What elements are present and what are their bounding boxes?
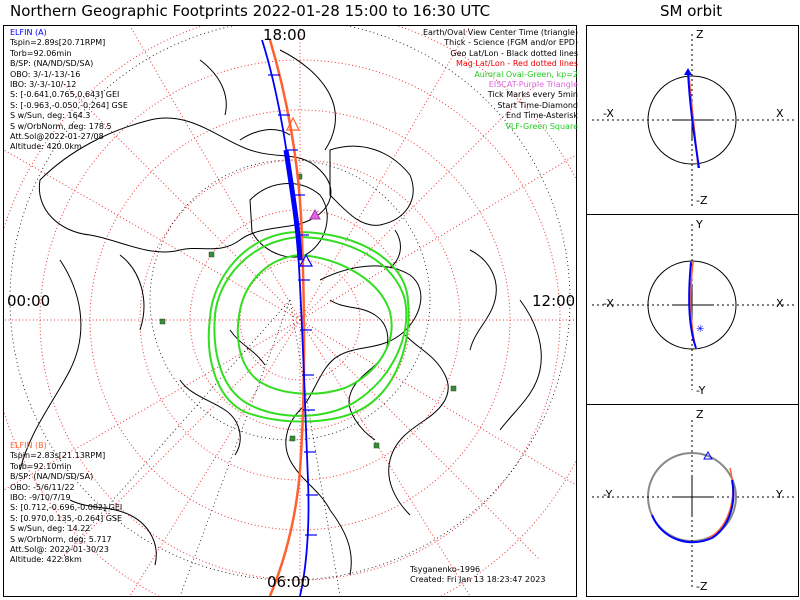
- legend: Earth/Oval View Center Time (triangle) T…: [360, 28, 578, 132]
- created-timestamp: Created: Fri Jan 13 18:23:47 2023: [410, 575, 546, 585]
- sm-yz-left-label: -Y: [603, 488, 613, 501]
- auroral-oval: [207, 230, 410, 423]
- sm-xz-top-label: Z: [696, 28, 704, 41]
- legend-item: End Time-Asterisk: [505, 111, 578, 121]
- sm-panel-xy: ✳: [592, 224, 795, 390]
- elfin-a-line: S: [-0.963,-0.050,-0.264] GSE: [10, 100, 128, 110]
- time-label-top: 18:00: [263, 26, 307, 44]
- map-frame: [3, 25, 577, 597]
- legend-item: Earth/Oval View Center Time (triangle): [422, 28, 578, 37]
- elfin-b-name: ELFIN (B): [10, 441, 47, 450]
- elfin-a-line: IBO: 3/-3/-10/-12: [10, 80, 77, 90]
- elfin-a-info: ELFIN (A) Tspin=2.89s[20.71RPM] Torb=92.…: [10, 28, 128, 153]
- elfin-a-line: S: [-0.641,0.765,0.643] GEI: [10, 90, 120, 100]
- time-label-right: 12:00: [532, 292, 576, 310]
- elfin-b-line: Tspin=2.83s[21.13RPM]: [10, 451, 106, 461]
- elfin-b-line: B/SP: (NA/ND/SD/SA): [10, 472, 94, 482]
- time-label-bottom: 06:00: [267, 573, 311, 591]
- elfin-a-line: Torb=92.06min: [10, 48, 72, 58]
- sm-xy-left-label: -X: [603, 297, 614, 310]
- legend-item: Mag Lat/Lon - Red dotted lines: [455, 59, 578, 69]
- elfin-b-line: Altitude: 422.8km: [10, 555, 82, 565]
- sm-panel-xz: [592, 34, 795, 206]
- footer: Tsyganenko-1996 Created: Fri Jan 13 18:2…: [410, 565, 545, 586]
- legend-item: VLF-Green Square: [505, 121, 578, 131]
- model-name: Tsyganenko-1996: [410, 565, 481, 574]
- legend-item: Geo Lat/Lon - Black dotted lines: [450, 48, 578, 58]
- elfin-b-line: IBO: -9/10/7/19: [10, 493, 71, 503]
- elfin-a-line: B/SP: (NA/ND/SD/SA): [10, 59, 94, 69]
- elfin-a-name: ELFIN (A): [10, 28, 47, 37]
- sm-panel-yz: [592, 420, 795, 590]
- sm-yz-bottom-label: -Z: [696, 580, 708, 593]
- elfin-a-line: Tspin=2.89s[20.71RPM]: [10, 38, 106, 48]
- legend-item: Tick Marks every 5min: [487, 90, 578, 100]
- time-label-left: 00:00: [7, 292, 51, 310]
- sm-xz-right-label: X: [776, 107, 784, 120]
- mag-lon-lines: [4, 26, 576, 596]
- map-title: Northern Geographic Footprints 2022-01-2…: [10, 2, 491, 20]
- legend-item: Thick - Science (FGM and/or EPD): [444, 38, 578, 48]
- elfin-a-line: S w/Sun, deg: 164.3: [10, 111, 91, 121]
- elfin-b-line: S: [0.970,0.135,-0.264] GSE: [10, 513, 123, 523]
- sm-orbit-title: SM orbit: [660, 2, 723, 20]
- legend-item: Start Time-Diamond: [497, 100, 578, 110]
- sm-xz-bottom-label: -Z: [696, 194, 708, 207]
- elfin-b-line: S w/OrbNorm, deg: 5.717: [10, 534, 112, 544]
- legend-item: Auroral Oval-Green, kp=2: [474, 69, 578, 79]
- elfin-b-line: S w/Sun, deg: 14.22: [10, 524, 91, 534]
- sm-yz-right-label: Y: [776, 488, 783, 501]
- legend-item: EISCAT-Purple Triangle: [488, 80, 578, 90]
- sm-xz-left-label: -X: [603, 107, 614, 120]
- elfin-a-track: [261, 39, 318, 596]
- sm-xy-right-label: X: [776, 297, 784, 310]
- eiscat-triangle: [309, 208, 321, 220]
- elfin-b-line: S: [0.712,-0.696,-0.082] GEI: [10, 503, 123, 513]
- vlf-stations: [159, 173, 457, 449]
- elfin-b-line: OBO: -5/6/11/22: [10, 482, 75, 492]
- elfin-a-line: Altitude: 420.0km: [10, 142, 82, 152]
- svg-text:✳: ✳: [696, 324, 704, 335]
- elfin-b-line: Att.Sol@: 2022-01-30/23: [10, 545, 109, 555]
- elfin-a-line: Att.Sol@2022-01-27/08: [10, 132, 104, 142]
- elfin-b-track: [268, 39, 306, 596]
- elfin-a-line: OBO: 3/-1/-13/-16: [10, 69, 81, 79]
- sm-xy-bottom-label: -Y: [696, 384, 706, 397]
- elfin-b-line: Torb=92.10min: [10, 461, 72, 471]
- sm-yz-top-label: Z: [696, 408, 704, 421]
- elfin-b-info: ELFIN (B) Tspin=2.83s[21.13RPM] Torb=92.…: [10, 441, 122, 566]
- elfin-a-line: S w/OrbNorm, deg: 178.5: [10, 121, 112, 131]
- geo-grid: [9, 26, 571, 596]
- sm-xy-top-label: Y: [696, 218, 703, 231]
- sm-frame: [586, 25, 799, 597]
